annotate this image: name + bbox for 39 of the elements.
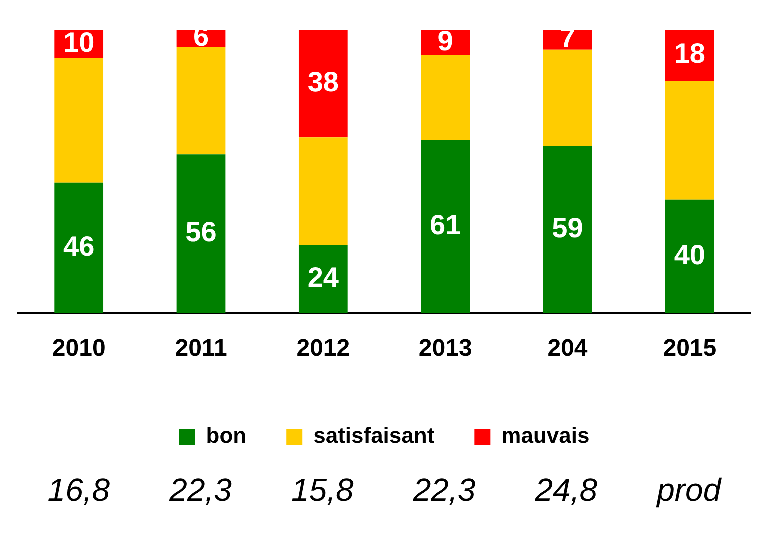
text: prod: [657, 472, 722, 509]
data-label: 10: [64, 26, 95, 58]
bar: [665, 200, 714, 314]
bar: [298, 30, 348, 138]
data-label: 61: [430, 210, 462, 241]
x-tick-label: 2010: [52, 335, 106, 362]
x-tick-label: 204: [548, 335, 588, 362]
bar: [665, 80, 714, 200]
x-tick-label: 2013: [418, 335, 472, 362]
bar: [543, 146, 592, 314]
legend-label: mauvais: [502, 423, 590, 448]
bar: [176, 154, 226, 314]
data-label: 24: [308, 262, 340, 293]
text: 15,8: [292, 472, 354, 509]
bar: [298, 245, 348, 314]
data-label: 38: [308, 66, 339, 98]
bar: [298, 138, 348, 246]
bar: [176, 46, 226, 155]
text: 22,3: [413, 472, 476, 509]
legend-label: bon: [206, 423, 247, 448]
data-label: 56: [186, 216, 217, 248]
bar: [421, 140, 470, 314]
bar: [543, 30, 592, 50]
bar: [421, 55, 470, 140]
bar: [54, 182, 104, 314]
x-tick-label: 2012: [296, 335, 350, 362]
text: 16,8: [48, 472, 110, 509]
bar: [543, 50, 592, 146]
bar: [54, 58, 104, 183]
data-label: 9: [438, 25, 454, 56]
legend-label: satisfaisant: [314, 423, 436, 448]
data-label: 40: [674, 239, 706, 270]
data-label: 46: [64, 230, 95, 262]
text: 24,8: [535, 472, 598, 509]
data-label: 59: [552, 212, 584, 244]
text: 22,3: [170, 472, 232, 509]
x-tick-label: 2011: [175, 335, 228, 362]
data-label: 18: [674, 38, 706, 70]
x-tick-label: 2015: [663, 335, 717, 362]
